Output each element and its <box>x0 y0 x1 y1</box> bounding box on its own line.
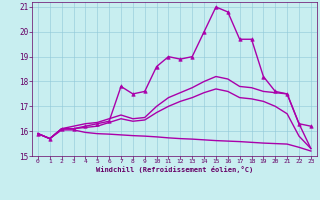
X-axis label: Windchill (Refroidissement éolien,°C): Windchill (Refroidissement éolien,°C) <box>96 166 253 173</box>
